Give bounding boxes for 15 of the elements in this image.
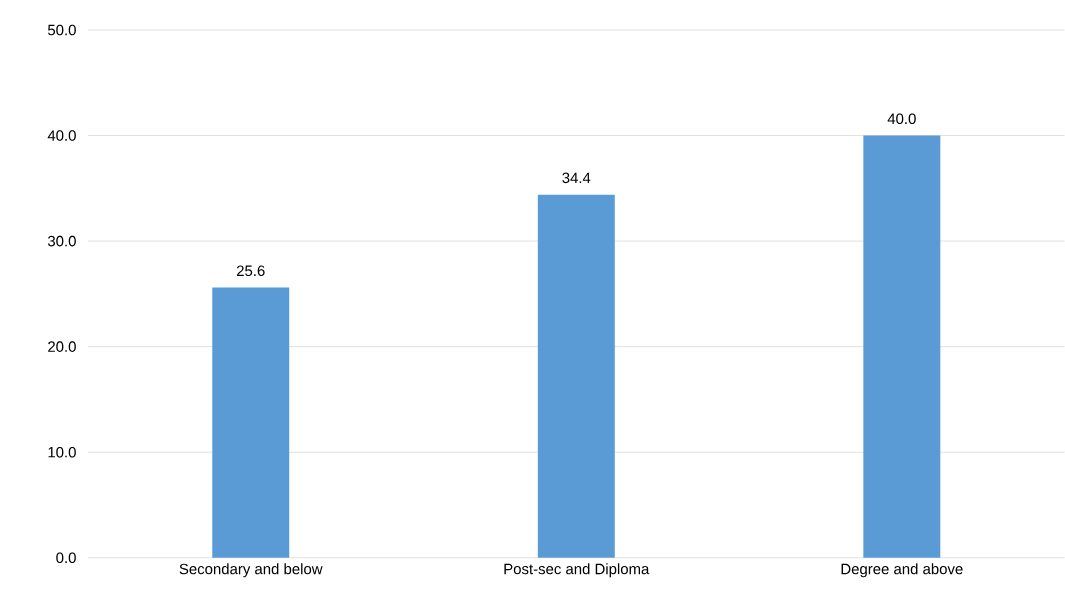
y-tick-label: 20.0 — [48, 341, 76, 353]
bar — [863, 135, 941, 558]
data-label: 40.0 — [887, 113, 916, 125]
x-tick-label: Post-sec and Diploma — [504, 563, 650, 578]
x-tick-label: Degree and above — [841, 563, 963, 578]
bar — [212, 287, 290, 558]
y-tick-label: 10.0 — [48, 447, 76, 458]
x-tick-label: Secondary and below — [179, 563, 323, 578]
bar — [537, 194, 615, 558]
data-label: 34.4 — [562, 172, 591, 184]
y-tick-label: 40.0 — [47, 130, 76, 141]
y-tick-label: 30.0 — [47, 235, 76, 247]
y-tick-label: 50.0 — [47, 24, 76, 36]
data-label: 25.6 — [236, 265, 265, 277]
y-tick-label: 0.0 — [56, 552, 76, 564]
